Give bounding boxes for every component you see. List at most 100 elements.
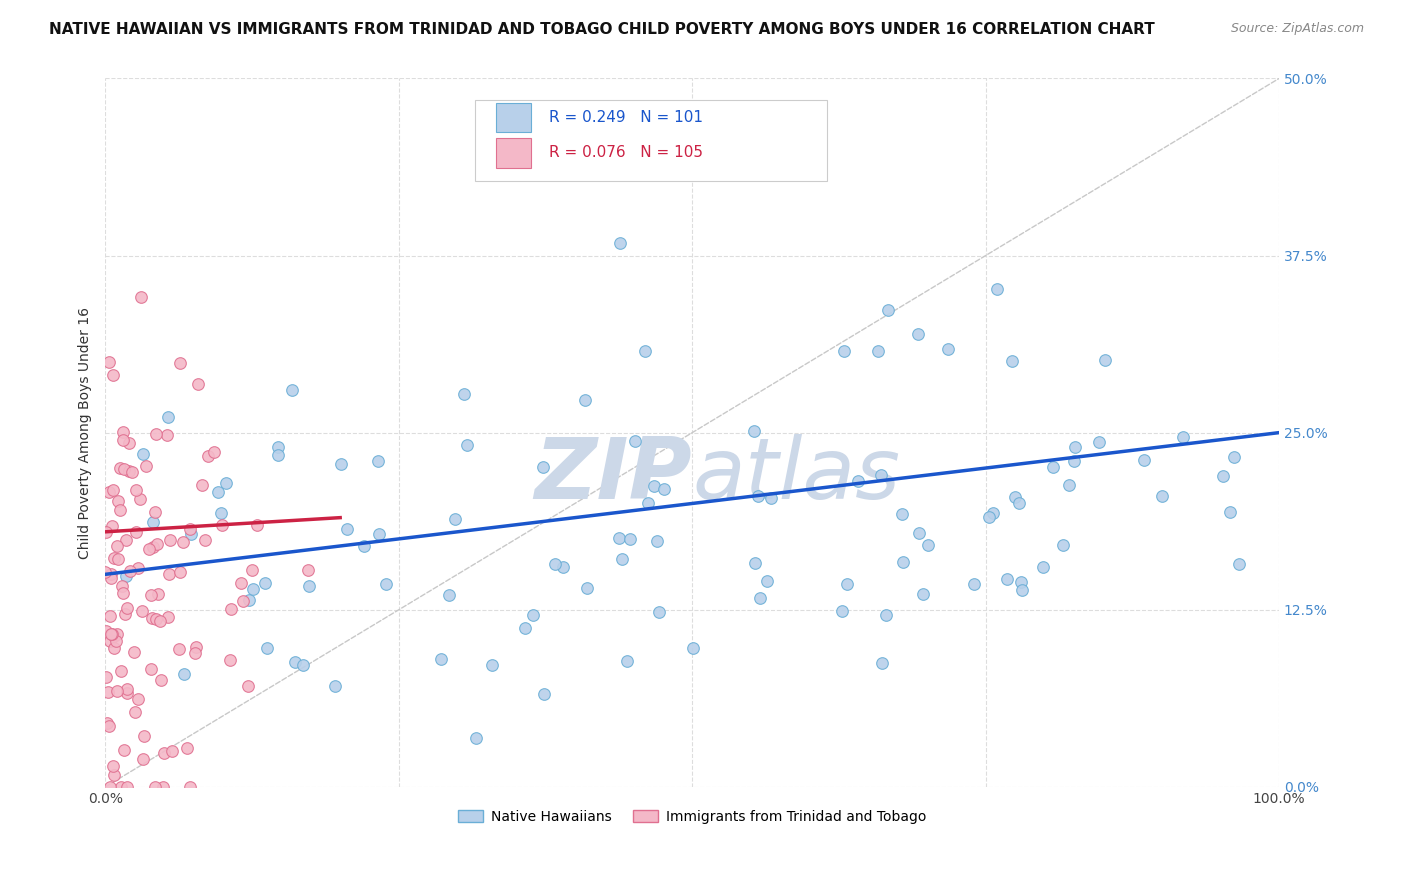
Point — [236, 679, 259, 693]
Point — [242, 582, 264, 596]
Point — [98, 484, 121, 499]
Point — [139, 588, 162, 602]
Point — [172, 535, 194, 549]
Point — [465, 731, 488, 746]
Point — [152, 780, 174, 794]
Point — [637, 496, 659, 510]
Point — [167, 642, 190, 657]
Point — [115, 600, 138, 615]
Point — [156, 410, 179, 425]
Point — [1057, 478, 1080, 492]
Point — [284, 655, 307, 669]
Point — [108, 503, 131, 517]
Point — [645, 533, 668, 548]
Point — [135, 458, 157, 473]
Point — [96, 716, 118, 731]
Point — [111, 579, 134, 593]
Point — [211, 517, 233, 532]
Point — [936, 343, 959, 357]
Legend: Native Hawaiians, Immigrants from Trinidad and Tobago: Native Hawaiians, Immigrants from Trinid… — [453, 805, 932, 830]
Point — [1032, 560, 1054, 574]
Point — [100, 571, 122, 585]
Point — [149, 673, 172, 688]
Point — [1219, 505, 1241, 519]
Point — [156, 427, 179, 442]
Point — [267, 448, 290, 462]
Point — [138, 542, 160, 557]
Point — [749, 591, 772, 606]
Point — [336, 522, 359, 536]
Point — [870, 656, 893, 670]
Point — [323, 679, 346, 693]
Point — [231, 575, 253, 590]
Point — [513, 621, 536, 635]
Point — [1008, 495, 1031, 509]
Point — [145, 536, 167, 550]
Point — [197, 449, 219, 463]
Point — [253, 575, 276, 590]
Point — [1063, 440, 1085, 454]
Point — [98, 355, 121, 369]
Point — [145, 612, 167, 626]
Point — [187, 376, 209, 391]
Point — [112, 586, 135, 600]
Point — [124, 706, 146, 720]
Point — [110, 780, 132, 794]
Point — [122, 645, 145, 659]
Point — [94, 670, 117, 684]
Point — [761, 491, 783, 505]
Point — [544, 558, 567, 572]
Point — [143, 505, 166, 519]
Point — [169, 565, 191, 579]
Point — [1212, 468, 1234, 483]
Point — [456, 438, 478, 452]
Point — [832, 344, 855, 359]
Point — [145, 427, 167, 442]
Point — [219, 602, 242, 616]
Point — [981, 506, 1004, 520]
Point — [481, 657, 503, 672]
FancyBboxPatch shape — [496, 138, 531, 168]
Point — [132, 446, 155, 460]
Point — [437, 588, 460, 602]
Point — [1042, 460, 1064, 475]
Point — [246, 517, 269, 532]
Point — [218, 653, 240, 667]
Point — [179, 780, 201, 794]
Point — [100, 567, 122, 582]
Point — [101, 483, 124, 498]
Point — [114, 569, 136, 583]
Point — [375, 577, 398, 591]
Point — [105, 540, 128, 554]
Point — [353, 540, 375, 554]
Point — [610, 551, 633, 566]
Point — [146, 587, 169, 601]
Point — [1011, 583, 1033, 598]
Point — [110, 461, 132, 475]
FancyBboxPatch shape — [475, 100, 827, 181]
Point — [105, 627, 128, 641]
Point — [101, 519, 124, 533]
Point — [995, 572, 1018, 586]
Y-axis label: Child Poverty Among Boys Under 16: Child Poverty Among Boys Under 16 — [79, 307, 93, 558]
Point — [194, 533, 217, 547]
Point — [267, 440, 290, 454]
Point — [103, 551, 125, 566]
Point — [330, 457, 353, 471]
Point — [240, 563, 263, 577]
Point — [742, 425, 765, 439]
Point — [98, 634, 121, 648]
Point — [214, 475, 236, 490]
Point — [118, 464, 141, 478]
Text: R = 0.249   N = 101: R = 0.249 N = 101 — [550, 110, 703, 125]
Point — [298, 579, 321, 593]
Point — [107, 494, 129, 508]
Point — [105, 684, 128, 698]
Point — [169, 356, 191, 370]
Point — [121, 465, 143, 479]
Point — [963, 576, 986, 591]
Point — [1094, 352, 1116, 367]
Point — [846, 474, 869, 488]
Point — [207, 485, 229, 500]
Point — [837, 576, 859, 591]
